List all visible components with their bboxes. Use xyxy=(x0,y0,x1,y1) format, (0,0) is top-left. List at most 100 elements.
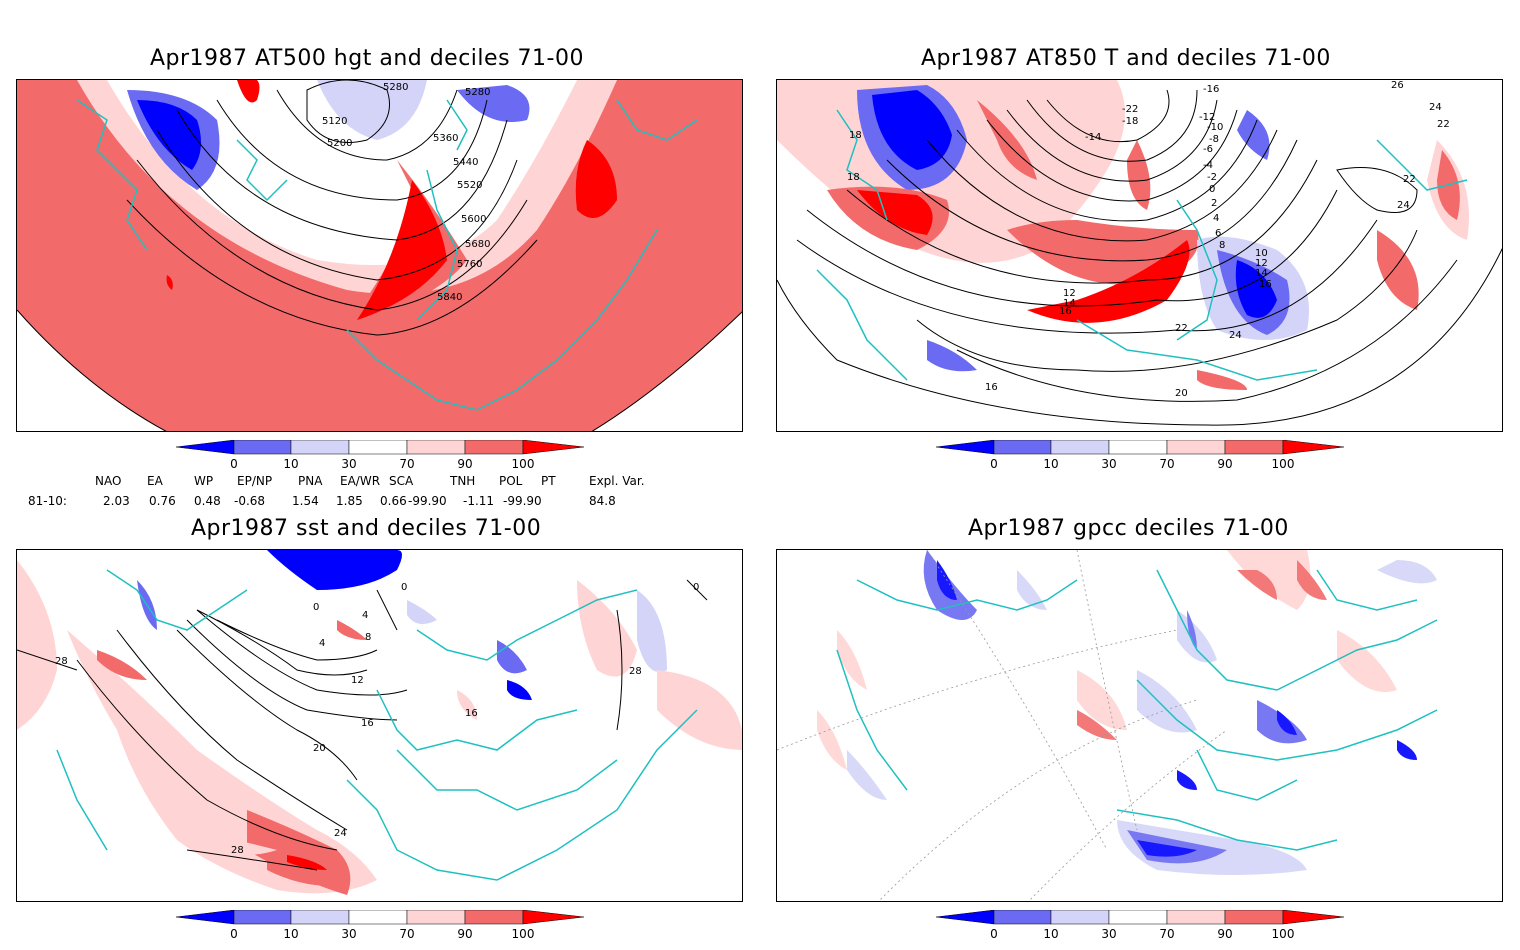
index-header-sca: SCA xyxy=(389,474,414,488)
colorbar-tick: 0 xyxy=(230,927,238,941)
contour-label: 10 xyxy=(1255,248,1268,259)
colorbar-swatch-0 xyxy=(176,440,235,455)
colorbar-swatch-1 xyxy=(233,440,292,455)
contour-label: 0 xyxy=(1209,184,1215,195)
contour-label: -2 xyxy=(1207,172,1217,183)
contour-labels: 0 0 4 8 4 12 16 16 20 24 28 28 28 0 xyxy=(55,582,699,856)
colorbar-tick: 90 xyxy=(457,927,473,941)
map-panel-gpcc xyxy=(776,549,1503,902)
colorbar-swatch-3 xyxy=(1108,440,1168,455)
colorbar-tick: 90 xyxy=(457,457,473,471)
contour-label: -10 xyxy=(1207,122,1223,133)
index-header-tnh: TNH xyxy=(450,474,476,488)
colorbar-tick: 70 xyxy=(399,927,415,941)
index-header-pt: PT xyxy=(541,474,556,488)
contour-label: 18 xyxy=(849,130,862,141)
index-header-eawr: EA/WR xyxy=(340,474,381,488)
contour-label: 26 xyxy=(1391,80,1404,91)
index-value-pol: -1.11 xyxy=(463,494,495,508)
colorbar-tick: 70 xyxy=(1159,927,1175,941)
contour-label: 0 xyxy=(313,602,319,613)
index-row-label: 81-10: xyxy=(28,494,67,508)
colorbar-tick: 100 xyxy=(511,927,535,941)
contour-label: -12 xyxy=(1199,112,1215,123)
colorbar-tick: 30 xyxy=(1101,927,1117,941)
colorbar-tick: 10 xyxy=(283,927,299,941)
map-sst: 0 0 4 8 4 12 16 16 20 24 28 28 28 0 xyxy=(17,550,742,901)
contour-label: 28 xyxy=(55,656,68,667)
contour-label: 4 xyxy=(319,638,325,649)
colorbar-swatch-3 xyxy=(1108,910,1168,925)
colorbar-tick: 90 xyxy=(1217,927,1233,941)
contour-label: 22 xyxy=(1175,323,1188,334)
colorbar-tick: 30 xyxy=(341,927,357,941)
index-header-pol: POL xyxy=(499,474,523,488)
contour-label: 20 xyxy=(313,743,326,754)
contour-labels: -16 -22 -18 -14 -12 -10 -8 -6 -4 -2 0 2 … xyxy=(847,80,1450,399)
contour-label: 5680 xyxy=(465,239,490,250)
index-value-sca: 0.66 xyxy=(380,494,407,508)
contour-label: 8 xyxy=(1219,240,1225,251)
contour-label: -16 xyxy=(1203,84,1219,95)
contour-label: 12 xyxy=(351,675,364,686)
colorbar-swatch-2 xyxy=(290,440,350,455)
contour-label: 22 xyxy=(1403,174,1416,185)
colorbar-tick: 30 xyxy=(341,457,357,471)
colorbar-bottom-left: 0 10 30 70 90 100 xyxy=(176,910,586,950)
contour-labels: 5280 5120 5200 5280 5360 5440 5520 5600 … xyxy=(322,82,490,303)
colorbar-swatches xyxy=(936,440,1345,455)
contour-label: 5280 xyxy=(465,87,490,98)
colorbar-swatch-2 xyxy=(1050,910,1110,925)
colorbar-tick: 70 xyxy=(399,457,415,471)
colorbar-swatches xyxy=(176,440,585,455)
contour-label: 5440 xyxy=(453,157,478,168)
index-header-epnp: EP/NP xyxy=(237,474,273,488)
index-value-eawr: 1.85 xyxy=(336,494,363,508)
colorbar-tick: 100 xyxy=(1271,927,1295,941)
panel-title-gpcc: Apr1987 gpcc deciles 71-00 xyxy=(968,516,1289,541)
contour-label: 22 xyxy=(1437,119,1450,130)
contour-label: 4 xyxy=(362,610,368,621)
index-header-wp: WP xyxy=(194,474,214,488)
contour-label: 12 xyxy=(1063,288,1076,299)
contour-label: -14 xyxy=(1085,132,1101,143)
contour-label: 12 xyxy=(1255,258,1268,269)
contour-label: 24 xyxy=(1397,200,1410,211)
colorbar-tick: 0 xyxy=(990,927,998,941)
colorbar-top-left: 0 10 30 70 90 100 xyxy=(176,440,586,480)
contour-label: -18 xyxy=(1122,116,1138,127)
index-value-wp: 0.48 xyxy=(194,494,221,508)
index-value-pt: -99.90 xyxy=(503,494,542,508)
map-panel-sst: 0 0 4 8 4 12 16 16 20 24 28 28 28 0 xyxy=(16,549,743,902)
colorbar-swatch-1 xyxy=(233,910,292,925)
colorbar-swatch-5 xyxy=(1224,910,1284,925)
colorbar-tick: 100 xyxy=(1271,457,1295,471)
colorbar-swatch-0 xyxy=(936,910,995,925)
colorbar-swatch-2 xyxy=(1050,440,1110,455)
index-header-explvar: Expl. Var. xyxy=(589,474,645,488)
contour-label: 8 xyxy=(365,632,371,643)
contour-label: 0 xyxy=(693,582,699,593)
contour-label: 5760 xyxy=(457,259,482,270)
colorbar-tick: 0 xyxy=(230,457,238,471)
index-value-ea: 0.76 xyxy=(149,494,176,508)
colorbar-swatch-1 xyxy=(993,440,1052,455)
index-header-ea: EA xyxy=(147,474,163,488)
panel-title-sst: Apr1987 sst and deciles 71-00 xyxy=(191,516,542,541)
colorbar-swatches xyxy=(936,910,1345,925)
index-value-nao: 2.03 xyxy=(103,494,130,508)
contour-label: -6 xyxy=(1203,144,1213,155)
colorbar-tick: 30 xyxy=(1101,457,1117,471)
index-value-explvar: 84.8 xyxy=(589,494,616,508)
contour-label: 5520 xyxy=(457,180,482,191)
contour-label: -4 xyxy=(1203,160,1213,171)
contour-label: 20 xyxy=(1175,388,1188,399)
colorbar-swatch-0 xyxy=(936,440,995,455)
contour-label: 16 xyxy=(361,718,374,729)
map-hgt500: 5280 5120 5200 5280 5360 5440 5520 5600 … xyxy=(17,80,742,431)
colorbar-swatch-4 xyxy=(1166,910,1226,925)
contour-label: 6 xyxy=(1215,228,1221,239)
index-header-pna: PNA xyxy=(298,474,323,488)
panel-title-t850: Apr1987 AT850 T and deciles 71-00 xyxy=(921,46,1331,71)
contour-label: 14 xyxy=(1063,298,1076,309)
